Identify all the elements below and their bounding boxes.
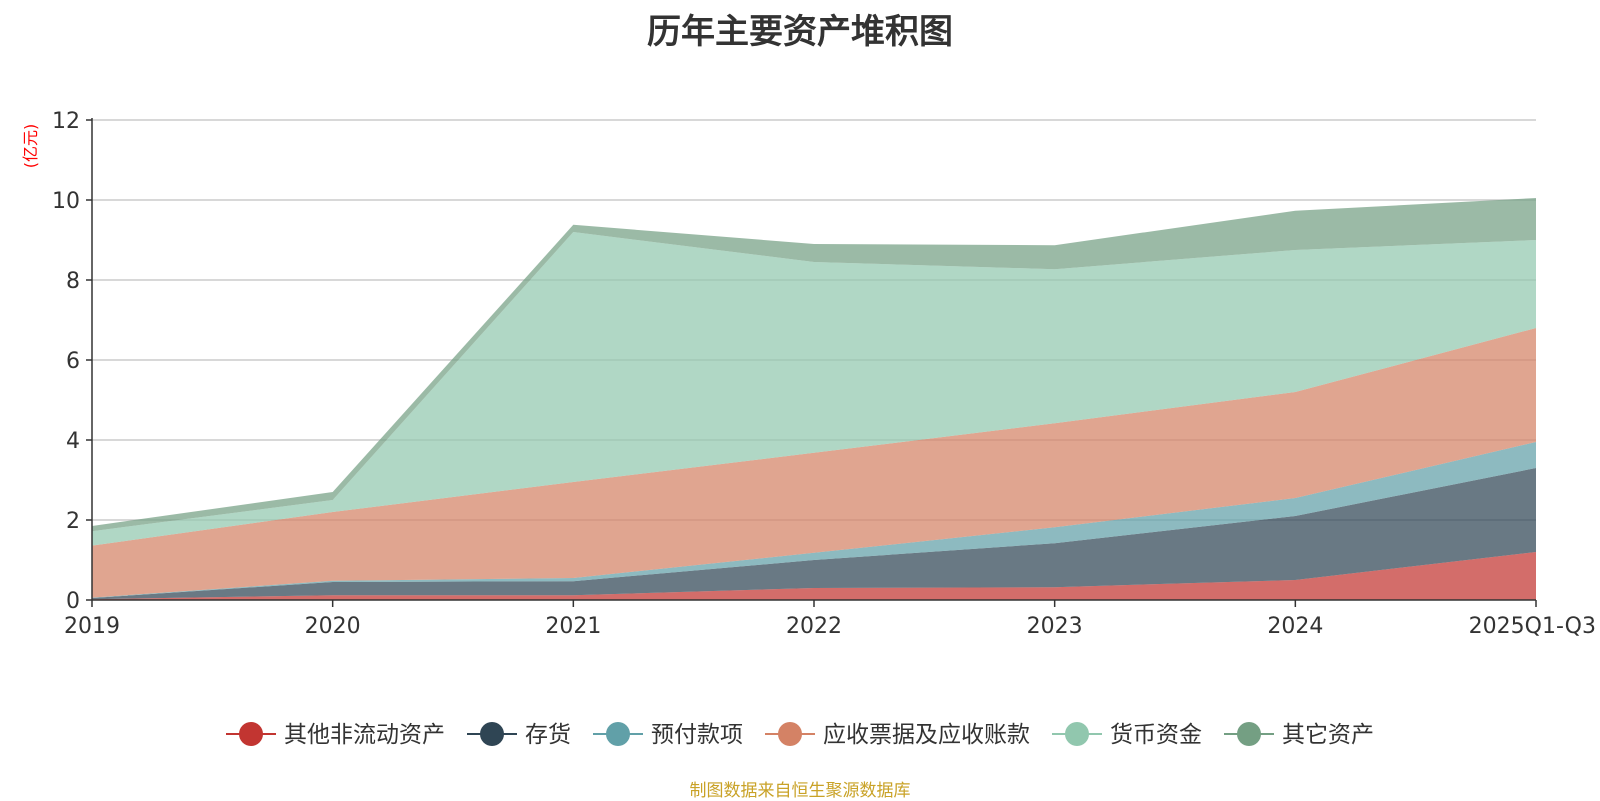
x-tick-label: 2024 bbox=[1267, 614, 1323, 639]
legend-circle-marker bbox=[778, 722, 802, 746]
y-tick-label: 4 bbox=[66, 429, 80, 454]
legend-label: 其他非流动资产 bbox=[284, 722, 445, 748]
axes: 0 2 4 6 8 10 12 2019 2020 2021 2022 2023 2024 2025Q1-… bbox=[52, 109, 1596, 639]
legend-circle-marker bbox=[606, 722, 630, 746]
legend-item-5[interactable]: 其它资产 bbox=[1224, 722, 1374, 748]
legend-label: 应收票据及应收账款 bbox=[823, 722, 1030, 748]
y-tick-label: 8 bbox=[66, 269, 80, 294]
legend-label: 存货 bbox=[525, 722, 571, 748]
y-tick-label: 2 bbox=[66, 509, 80, 534]
area-series-4[interactable] bbox=[92, 232, 1536, 546]
y-axis-unit-label: (亿元) bbox=[21, 124, 40, 169]
x-tick-label: 2023 bbox=[1027, 614, 1083, 639]
legend-item-1[interactable]: 存货 bbox=[467, 722, 571, 748]
x-tick-label: 2020 bbox=[305, 614, 361, 639]
x-tick-label: 2021 bbox=[545, 614, 601, 639]
y-tick-label: 10 bbox=[52, 189, 80, 214]
x-tick-label: 2025Q1-Q3 bbox=[1469, 614, 1596, 639]
chart-title: 历年主要资产堆积图 bbox=[647, 12, 953, 52]
legend: 其他非流动资产 存货 预付款项 应收票据及应收账款 货币资金 其它资产 bbox=[226, 722, 1374, 748]
legend-item-2[interactable]: 预付款项 bbox=[593, 722, 743, 748]
legend-circle-marker bbox=[1065, 722, 1089, 746]
area-series-0[interactable] bbox=[92, 552, 1536, 600]
legend-label: 货币资金 bbox=[1110, 722, 1202, 748]
x-tick-label: 2019 bbox=[64, 614, 120, 639]
area-series-1[interactable] bbox=[92, 468, 1536, 600]
legend-item-4[interactable]: 货币资金 bbox=[1052, 722, 1202, 748]
legend-label: 其它资产 bbox=[1282, 722, 1374, 748]
data-source-note: 制图数据来自恒生聚源数据库 bbox=[689, 781, 911, 801]
area-series-2[interactable] bbox=[92, 442, 1536, 598]
legend-circle-marker bbox=[239, 722, 263, 746]
area-series-3[interactable] bbox=[92, 328, 1536, 598]
y-tick-label: 12 bbox=[52, 109, 80, 134]
y-tick-label: 0 bbox=[66, 589, 80, 614]
legend-item-3[interactable]: 应收票据及应收账款 bbox=[765, 722, 1030, 748]
legend-circle-marker bbox=[480, 722, 504, 746]
area-series bbox=[92, 198, 1536, 600]
legend-item-0[interactable]: 其他非流动资产 bbox=[226, 722, 445, 748]
legend-circle-marker bbox=[1237, 722, 1261, 746]
y-tick-label: 6 bbox=[66, 349, 80, 374]
x-tick-label: 2022 bbox=[786, 614, 842, 639]
legend-label: 预付款项 bbox=[651, 722, 743, 748]
area-series-5[interactable] bbox=[92, 198, 1536, 532]
